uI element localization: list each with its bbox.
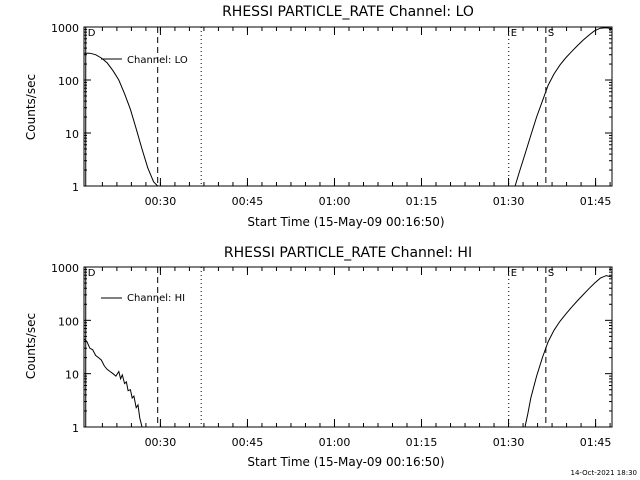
y-axis-label-top: Counts/sec <box>24 74 38 140</box>
plot-frame-top <box>83 26 613 187</box>
x-tick-label-top: 01:15 <box>406 195 438 208</box>
x-tick-label-top: 01:30 <box>493 195 525 208</box>
marker-label-S-bottom: S <box>548 268 554 279</box>
data-line-bottom-1 <box>524 275 613 428</box>
x-axis-label-bottom: Start Time (15-May-09 00:16:50) <box>247 455 444 469</box>
x-tick-label-bottom: 00:45 <box>232 436 264 449</box>
plot-frame-bottom <box>83 266 613 428</box>
marker-label-D-top: D <box>88 28 96 39</box>
y-tick-label-bottom: 100 <box>58 315 79 328</box>
y-tick-label-bottom: 1 <box>72 422 79 435</box>
y-tick-label-top: 1000 <box>51 22 79 35</box>
marker-label-E-top: E <box>511 28 517 39</box>
x-tick-label-bottom: 01:00 <box>319 436 351 449</box>
x-tick-label-top: 01:45 <box>580 195 612 208</box>
y-tick-label-bottom: 10 <box>65 369 79 382</box>
chart-title-bottom: RHESSI PARTICLE_RATE Channel: HI <box>224 245 472 261</box>
data-line-top-1 <box>514 27 613 187</box>
data-line-top-0 <box>84 52 159 187</box>
x-tick-label-top: 00:45 <box>232 195 264 208</box>
chart-title-top: RHESSI PARTICLE_RATE Channel: LO <box>222 4 474 20</box>
x-tick-label-bottom: 00:30 <box>145 436 177 449</box>
footer-timestamp: 14-Oct-2021 18:30 <box>571 469 637 477</box>
marker-label-E-bottom: E <box>511 268 517 279</box>
y-tick-label-top: 1 <box>72 181 79 194</box>
marker-label-D-bottom: D <box>88 268 96 279</box>
y-tick-label-top: 10 <box>65 128 79 141</box>
x-tick-label-bottom: 01:45 <box>580 436 612 449</box>
y-tick-label-bottom: 1000 <box>51 262 79 275</box>
data-line-bottom-0 <box>83 338 143 428</box>
x-tick-label-top: 00:30 <box>145 195 177 208</box>
y-axis-label-bottom: Counts/sec <box>24 313 38 379</box>
x-tick-label-bottom: 01:30 <box>493 436 525 449</box>
x-tick-label-bottom: 01:15 <box>406 436 438 449</box>
marker-label-S-top: S <box>548 28 554 39</box>
legend-label-bottom: Channel: HI <box>127 293 185 304</box>
x-tick-label-top: 01:00 <box>319 195 351 208</box>
y-tick-label-top: 100 <box>58 75 79 88</box>
x-axis-label-top: Start Time (15-May-09 00:16:50) <box>247 215 444 229</box>
